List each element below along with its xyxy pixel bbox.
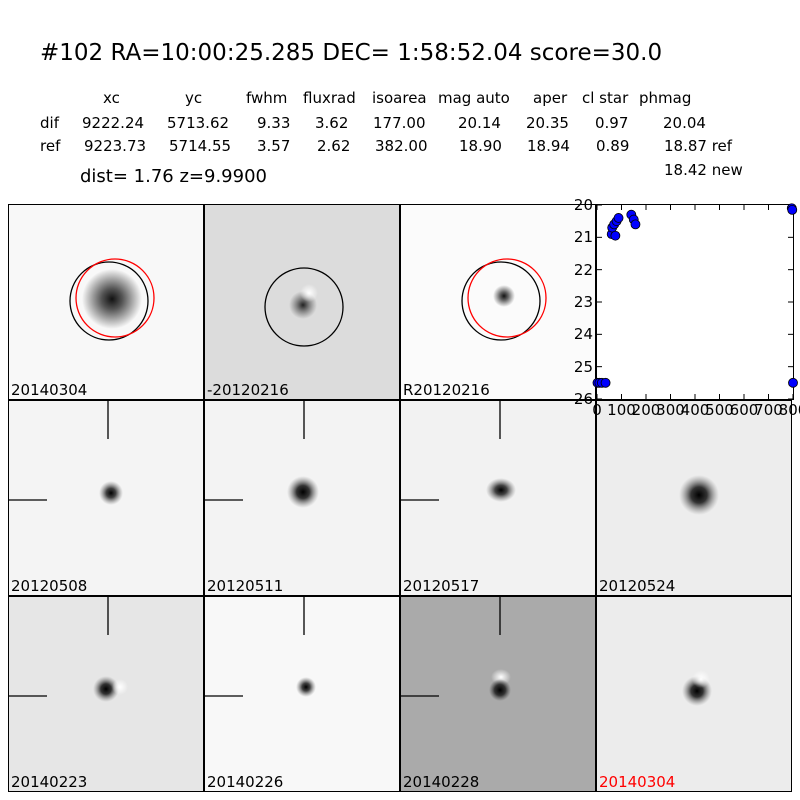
dif-isoarea: 177.00 <box>373 114 426 132</box>
y-tick-label: 23 <box>573 293 593 311</box>
ref-mag-auto: 18.90 <box>459 137 502 155</box>
x-tick-label: 700 <box>754 401 783 419</box>
ref-yc: 5714.55 <box>169 137 232 155</box>
lightcurve-plot: 20 21 22 23 24 25 26 0 100200300400500600700800 <box>574 196 800 419</box>
panel-label: R20120216 <box>403 381 490 399</box>
x-tick-label: 0 <box>592 401 602 419</box>
panel-label: -20120216 <box>207 381 289 399</box>
panel-epoch-image: 20140228 <box>400 596 596 792</box>
panel-label: 20120511 <box>207 577 284 595</box>
ref-fwhm: 3.57 <box>257 137 291 155</box>
x-tick-label: 500 <box>705 401 734 419</box>
ref-phmag: 18.87 ref <box>664 137 733 155</box>
dif-phmag: 20.04 <box>663 114 706 132</box>
panel-label: 20140223 <box>11 773 88 791</box>
dif-fluxrad: 3.62 <box>315 114 349 132</box>
y-tick-label: 24 <box>573 325 593 344</box>
dif-yc: 5713.62 <box>167 114 230 132</box>
panel-label: 20140304 <box>11 381 88 399</box>
row-label-dif: dif <box>40 114 59 132</box>
dif-mag-auto: 20.14 <box>458 114 501 132</box>
phmag-new: 18.42 new <box>664 161 743 179</box>
data-point <box>787 204 798 215</box>
x-tick-label: 200 <box>631 401 661 419</box>
col-header-mag-auto: mag auto <box>438 89 510 107</box>
panel-label: 20140304 <box>599 773 676 791</box>
panel-epoch-image: 20140223 <box>8 596 204 792</box>
page-title: #102 RA=10:00:25.285 DEC= 1:58:52.04 sco… <box>40 40 663 66</box>
x-tick-label: 400 <box>680 401 710 419</box>
ref-aper: 18.94 <box>527 137 570 155</box>
panel-difference-image: -20120216 <box>204 204 400 400</box>
ref-cl-star: 0.89 <box>596 137 630 155</box>
col-header-fluxrad: fluxrad <box>303 89 356 107</box>
panel-epoch-image: 20140226 <box>204 596 400 792</box>
y-tick-label: 20 <box>573 196 593 214</box>
col-header-aper: aper <box>533 89 568 107</box>
col-header-xc: xc <box>103 89 120 107</box>
dif-cl-star: 0.97 <box>595 114 629 132</box>
panel-label: 20120517 <box>403 577 480 595</box>
data-point <box>788 377 798 388</box>
panel-label: 20140228 <box>403 773 480 791</box>
x-tick-label: 600 <box>729 401 759 419</box>
y-tick-label: 22 <box>573 260 593 279</box>
panel-epoch-image: 20120511 <box>204 400 400 596</box>
col-header-fwhm: fwhm <box>246 89 288 107</box>
ref-xc: 9223.73 <box>84 137 147 155</box>
panel-label: 20140226 <box>207 773 284 791</box>
y-tick-label: 21 <box>573 228 593 247</box>
panel-epoch-image: 20120517 <box>400 400 596 596</box>
row-label-ref: ref <box>40 137 61 155</box>
col-header-yc: yc <box>185 89 203 107</box>
panel-epoch-image: 20120524 <box>596 400 792 596</box>
col-header-cl-star: cl star <box>582 89 629 107</box>
y-tick-label: 25 <box>573 357 593 376</box>
ref-fluxrad: 2.62 <box>317 137 351 155</box>
panel-label: 20120508 <box>11 577 88 595</box>
data-point <box>600 377 611 388</box>
dif-aper: 20.35 <box>526 114 569 132</box>
col-header-phmag: phmag <box>639 89 692 107</box>
x-tick-label: 100 <box>607 401 636 419</box>
col-header-isoarea: isoarea <box>372 89 427 107</box>
data-point <box>613 213 624 223</box>
data-point <box>610 230 621 241</box>
panel-epoch-image: 20120508 <box>8 400 204 596</box>
ref-isoarea: 382.00 <box>375 137 428 155</box>
x-tick-label: 800 <box>778 401 800 419</box>
data-point <box>630 219 641 230</box>
dist-z-line: dist= 1.76 z=9.9900 <box>80 166 267 187</box>
panel-epoch-image: 20140304 <box>596 596 792 792</box>
dif-xc: 9222.24 <box>82 114 145 132</box>
panel-reference-image: R20120216 <box>400 204 596 400</box>
dif-fwhm: 9.33 <box>257 114 291 132</box>
panel-new-image: 20140304 <box>8 204 204 400</box>
x-tick-label: 300 <box>656 401 685 419</box>
y-tick-label: 26 <box>573 390 593 408</box>
panel-label: 20120524 <box>599 577 676 595</box>
